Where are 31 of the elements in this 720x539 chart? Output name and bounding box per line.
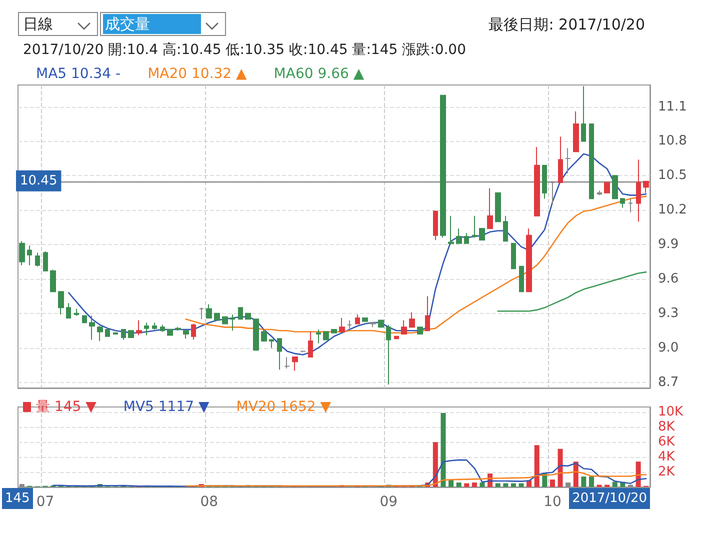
- text: MA20 10.32 ▲: [148, 66, 248, 82]
- y-tick-label: 10.5: [658, 168, 687, 184]
- y-tick-label: 11.1: [658, 99, 687, 114]
- y-tick-label: 9.6: [658, 271, 679, 286]
- x-tick-label: 10: [544, 494, 562, 510]
- x-tick-label: 09: [380, 494, 398, 510]
- text: MV20 1652 ▼: [236, 399, 332, 415]
- x-tick-label: 08: [200, 494, 218, 510]
- y-tick-label: 10.8: [658, 134, 687, 149]
- y-tick-label: 9.3: [658, 306, 679, 321]
- chart-title: 最後日期: 2017/10/20: [488, 16, 646, 34]
- text: 成交量: [103, 14, 201, 34]
- legend-label: 量 145 ▼: [36, 399, 97, 415]
- text: 2017/10/20: [569, 488, 650, 509]
- text: MV5 1117 ▼: [123, 399, 210, 415]
- text: 145: [2, 488, 33, 509]
- y-tick-label: 6K: [658, 434, 676, 450]
- ref-line-label: 10.45: [20, 173, 58, 188]
- y-tick-label: 10.2: [658, 202, 687, 218]
- y-tick-label: 9.9: [658, 237, 679, 252]
- y-tick-label: 2K: [658, 464, 676, 480]
- y-tick-label: 4K: [658, 450, 676, 465]
- text: MA5 10.34 -: [36, 66, 121, 82]
- chart-subtitle: 2017/10/20 開:10.4 高:10.45 低:10.35 收:10.45 量:145 漲跌:0.00: [23, 42, 466, 58]
- text: MA60 9.66 ▲: [274, 66, 364, 82]
- y-tick-label: 8K: [658, 420, 676, 435]
- y-tick-label: 10K: [658, 404, 684, 420]
- y-tick-label: 8.7: [658, 374, 679, 390]
- x-tick-label: 07: [36, 494, 54, 510]
- y-tick-label: 9.0: [658, 340, 679, 356]
- text: 日線: [21, 14, 73, 34]
